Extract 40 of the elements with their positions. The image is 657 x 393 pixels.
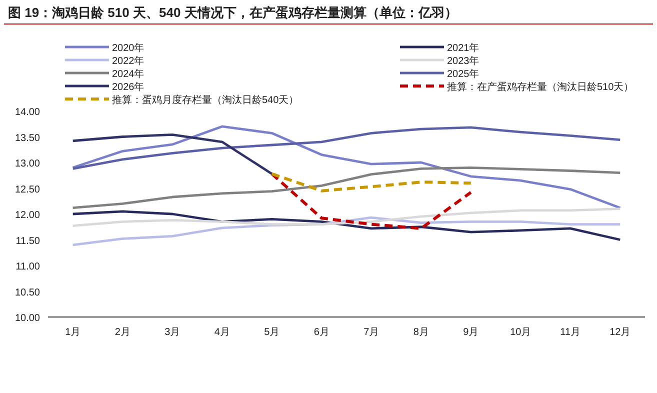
x-tick-label: 6月 <box>314 327 330 338</box>
y-tick-label: 10.00 <box>14 313 40 324</box>
y-tick-label: 11.00 <box>16 262 40 272</box>
x-tick-label: 4月 <box>214 327 230 338</box>
x-tick-label: 3月 <box>164 327 180 338</box>
legend-label: 2023年 <box>447 55 480 67</box>
legend-label: 2020年 <box>112 42 144 54</box>
y-tick-label: 10.50 <box>14 287 40 298</box>
x-tick-label: 7月 <box>364 327 380 338</box>
line-series <box>72 125 622 210</box>
y-tick-label: 13.50 <box>14 132 40 144</box>
legend-label: 2025年 <box>447 68 480 80</box>
x-tick-label: 12月 <box>610 327 631 338</box>
y-tick-label: 12.50 <box>14 184 40 196</box>
line-series <box>72 133 274 176</box>
x-tick-label: 9月 <box>463 327 479 338</box>
legend-label: 2021年 <box>447 42 480 54</box>
x-tick-label: 8月 <box>413 327 429 338</box>
x-tick-label: 10月 <box>510 327 532 338</box>
line-series <box>72 216 622 246</box>
x-tick-label: 2月 <box>114 327 130 338</box>
legend-label: 推算：蛋鸡月度存栏量（淘汰日龄540天） <box>112 94 299 106</box>
y-tick-label: 11.50 <box>16 236 40 247</box>
line-series <box>72 208 622 228</box>
x-tick-label: 11月 <box>560 327 581 338</box>
legend-label: 2026年 <box>112 81 144 93</box>
line-series <box>72 126 622 170</box>
x-tick-label: 1月 <box>65 327 81 338</box>
x-tick-label: 5月 <box>264 327 280 338</box>
y-tick-label: 12.00 <box>14 210 40 221</box>
line-series <box>270 172 472 230</box>
y-tick-label: 13.00 <box>14 158 40 170</box>
line-series <box>270 172 472 192</box>
line-series <box>72 210 622 241</box>
y-tick-label: 14.00 <box>14 107 40 118</box>
legend-label: 推算：在产蛋鸡存栏量（淘汰日龄510天） <box>447 81 634 93</box>
legend-label: 2024年 <box>112 68 144 80</box>
chart-title: 图 19：淘鸡日龄 510 天、540 天情况下，在产蛋鸡存栏量测算（单位：亿羽） <box>8 5 458 20</box>
legend-label: 2022年 <box>112 55 144 67</box>
line-series <box>72 166 622 210</box>
